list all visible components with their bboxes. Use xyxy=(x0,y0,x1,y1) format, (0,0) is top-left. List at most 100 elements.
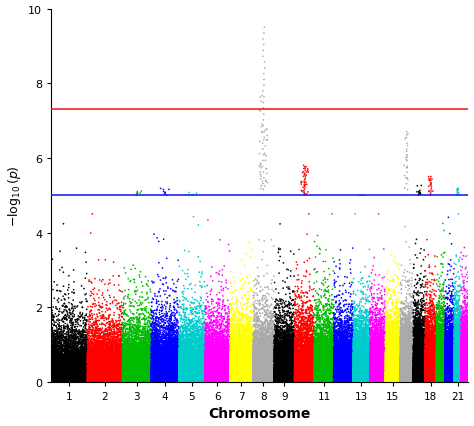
Point xyxy=(366,375,374,382)
Point xyxy=(180,360,188,367)
Point xyxy=(244,344,252,351)
Point xyxy=(399,374,407,380)
Point xyxy=(349,372,357,379)
Point xyxy=(256,374,264,381)
Point xyxy=(308,377,315,384)
Point xyxy=(437,372,445,379)
Point xyxy=(453,369,460,376)
Point xyxy=(75,349,82,356)
Point xyxy=(341,363,348,369)
Point xyxy=(425,365,432,372)
Point xyxy=(281,379,288,386)
Point xyxy=(199,359,206,366)
Point xyxy=(265,322,273,328)
Point xyxy=(347,316,355,322)
Point xyxy=(397,370,404,377)
Point xyxy=(271,377,279,384)
Point xyxy=(452,366,459,373)
Point xyxy=(420,373,428,380)
Point xyxy=(372,376,380,383)
Point xyxy=(451,338,459,345)
Point xyxy=(377,366,384,373)
Point xyxy=(411,324,419,331)
Point xyxy=(162,358,170,365)
Point xyxy=(369,374,376,380)
Point xyxy=(400,348,408,354)
Point xyxy=(239,378,246,385)
Point xyxy=(441,367,449,374)
Point xyxy=(445,371,452,378)
Point xyxy=(134,373,142,380)
Point xyxy=(266,360,273,366)
Point xyxy=(231,376,239,383)
Point xyxy=(287,367,295,374)
Point xyxy=(83,365,91,372)
Point xyxy=(279,377,287,384)
Point xyxy=(449,363,457,370)
Point xyxy=(451,356,458,363)
Point xyxy=(366,370,374,377)
Point xyxy=(155,377,163,384)
Point xyxy=(208,375,216,382)
Point xyxy=(230,359,238,366)
Point xyxy=(363,368,370,375)
Point xyxy=(227,372,235,379)
Point xyxy=(350,376,358,383)
Point xyxy=(450,374,458,381)
Point xyxy=(433,360,441,367)
Point xyxy=(379,345,386,352)
Point xyxy=(368,376,376,383)
Point xyxy=(276,361,284,368)
Point xyxy=(354,339,361,345)
Point xyxy=(153,355,160,362)
Point xyxy=(375,378,383,385)
Point xyxy=(453,377,460,384)
Point xyxy=(122,378,129,385)
Point xyxy=(316,378,323,385)
Point xyxy=(357,367,365,374)
Point xyxy=(394,378,402,385)
Point xyxy=(313,366,321,373)
Point xyxy=(251,347,259,354)
Point xyxy=(82,338,89,345)
Point xyxy=(214,370,221,377)
Point xyxy=(343,367,351,374)
Point xyxy=(408,360,416,366)
Point xyxy=(359,365,366,372)
Point xyxy=(118,374,125,381)
Point xyxy=(399,374,407,381)
Point xyxy=(343,372,351,379)
Point xyxy=(103,354,111,360)
Point xyxy=(275,376,283,383)
Point xyxy=(130,375,138,382)
Point xyxy=(310,364,318,371)
Point xyxy=(396,343,403,350)
Point xyxy=(66,360,74,367)
Point xyxy=(354,361,361,368)
Point xyxy=(245,327,252,334)
Point xyxy=(63,374,71,380)
Point xyxy=(55,342,63,349)
Point xyxy=(177,375,184,382)
Point xyxy=(377,363,385,369)
Point xyxy=(413,378,420,385)
Point xyxy=(243,377,250,384)
Point xyxy=(413,376,421,383)
Point xyxy=(449,377,457,384)
Point xyxy=(249,343,257,350)
Point xyxy=(352,374,360,381)
Point xyxy=(206,369,213,376)
Point xyxy=(148,369,156,376)
Point xyxy=(86,377,94,384)
Point xyxy=(305,367,313,374)
Point xyxy=(372,370,379,377)
Point xyxy=(444,373,451,380)
Point xyxy=(310,378,317,385)
Point xyxy=(188,362,196,368)
Point xyxy=(50,376,58,383)
Point xyxy=(426,373,433,380)
Point xyxy=(274,338,282,345)
Point xyxy=(459,349,467,356)
Point xyxy=(253,350,260,357)
Point xyxy=(447,363,455,370)
